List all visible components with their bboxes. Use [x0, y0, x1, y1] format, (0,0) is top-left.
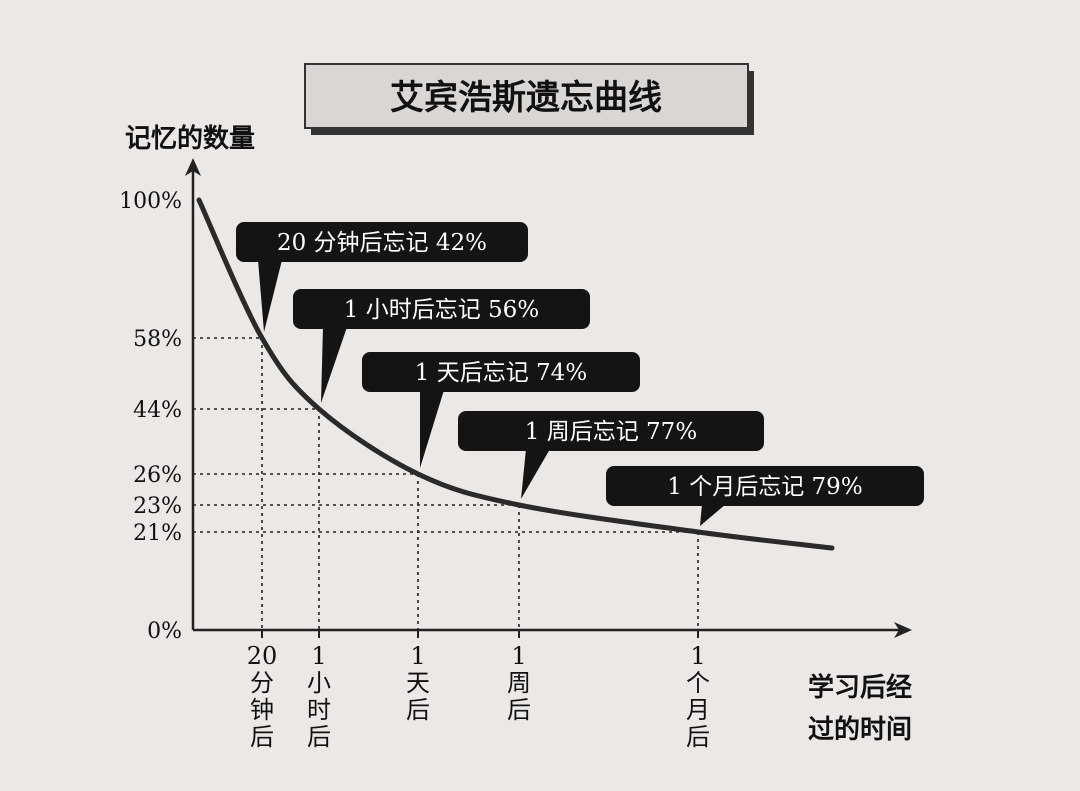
x-tick-labels: 20 分钟后 1 小时后 1 天后 1 周后 1 个月后: [247, 642, 710, 751]
y-tick-label: 58%: [133, 327, 182, 352]
x-tick-label: 1 小时后: [307, 642, 331, 751]
callout-bubble: 1 个月后忘记 79%: [606, 466, 924, 526]
y-tick-label: 44%: [133, 398, 182, 423]
x-tick-label: 1 天后: [406, 642, 430, 724]
x-axis-arrow: [894, 622, 912, 638]
chart-title: 艾宾浩斯遗忘曲线: [390, 78, 662, 118]
y-tick-label: 26%: [133, 463, 182, 488]
y-tick-label: 0%: [147, 619, 182, 644]
x-tick-label: 1 个月后: [686, 642, 710, 751]
y-axis-title: 记忆的数量: [125, 123, 255, 154]
y-tick-label: 100%: [119, 189, 182, 214]
callout-text: 1 个月后忘记 79%: [667, 474, 862, 500]
callout-bubble: 1 周后忘记 77%: [458, 411, 764, 499]
y-axis-arrow: [185, 158, 201, 176]
x-axis-title: 学习后经过的时间: [808, 672, 912, 745]
y-tick-label: 21%: [133, 521, 182, 546]
callout-text: 20 分钟后忘记 42%: [277, 230, 487, 256]
callout-bubble: 1 天后忘记 74%: [362, 352, 640, 468]
callout-text: 1 周后忘记 77%: [525, 419, 697, 445]
forgetting-curve: [196, 197, 835, 551]
svg-text:学习后经过的时间: 学习后经过的时间: [808, 672, 912, 745]
y-tick-label: 23%: [133, 494, 182, 519]
y-tick-labels: 100% 58% 44% 26% 23%21% 0%: [119, 189, 182, 644]
callout-bubble: 20 分钟后忘记 42%: [236, 222, 528, 332]
callout-bubble: 1 小时后忘记 56%: [293, 289, 590, 403]
x-tick-label: 20 分钟后: [247, 642, 278, 751]
callout-text: 1 小时后忘记 56%: [344, 297, 539, 323]
x-tick-label: 1 周后: [507, 642, 531, 724]
callouts: 20 分钟后忘记 42% 1 小时后忘记 56% 1 天后忘记 74% 1 周后忘记 …: [236, 222, 924, 526]
axes: [185, 158, 912, 638]
callout-text: 1 天后忘记 74%: [415, 360, 587, 386]
guide-lines: [193, 337, 699, 638]
chart-title-box: 艾宾浩斯遗忘曲线: [304, 63, 754, 135]
